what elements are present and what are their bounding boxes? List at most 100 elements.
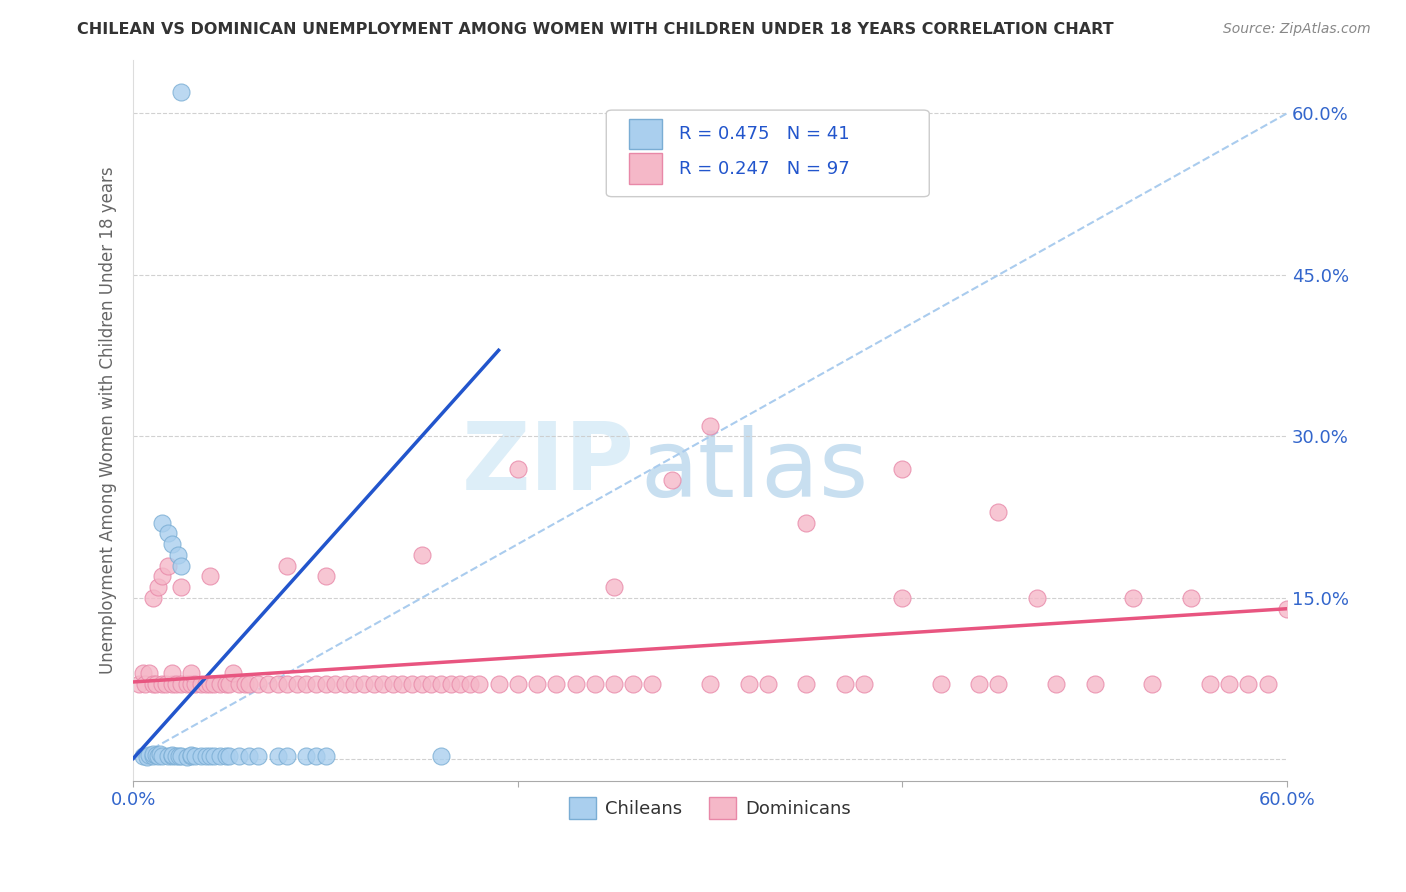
Point bbox=[546, 677, 568, 691]
Point bbox=[699, 418, 721, 433]
Point bbox=[218, 677, 240, 691]
Point bbox=[218, 749, 240, 764]
Point bbox=[295, 749, 318, 764]
Point bbox=[150, 516, 173, 530]
Point bbox=[132, 666, 155, 681]
Point bbox=[468, 677, 491, 691]
Point bbox=[333, 677, 356, 691]
Point bbox=[214, 677, 236, 691]
Point bbox=[449, 677, 471, 691]
Point bbox=[200, 569, 222, 583]
Point bbox=[458, 677, 481, 691]
Point bbox=[987, 505, 1010, 519]
Point bbox=[305, 749, 328, 764]
Point bbox=[138, 748, 160, 763]
Point bbox=[852, 677, 875, 691]
Point bbox=[381, 677, 404, 691]
Point bbox=[247, 749, 270, 764]
Point bbox=[401, 677, 423, 691]
Point bbox=[891, 591, 914, 605]
Point bbox=[987, 677, 1010, 691]
Point bbox=[149, 747, 172, 761]
Text: CHILEAN VS DOMINICAN UNEMPLOYMENT AMONG WOMEN WITH CHILDREN UNDER 18 YEARS CORRE: CHILEAN VS DOMINICAN UNEMPLOYMENT AMONG … bbox=[77, 22, 1114, 37]
Point bbox=[150, 749, 173, 764]
Point bbox=[148, 580, 170, 594]
Point bbox=[150, 677, 173, 691]
Point bbox=[315, 677, 337, 691]
Point bbox=[430, 677, 453, 691]
Point bbox=[166, 548, 188, 562]
Point bbox=[233, 677, 256, 691]
Point bbox=[641, 677, 664, 691]
Point bbox=[150, 569, 173, 583]
Point bbox=[145, 748, 167, 763]
Text: R = 0.475   N = 41: R = 0.475 N = 41 bbox=[679, 125, 849, 143]
Point bbox=[228, 749, 250, 764]
Point bbox=[222, 666, 245, 681]
Point bbox=[699, 677, 721, 691]
Point bbox=[564, 677, 586, 691]
Point bbox=[170, 749, 193, 764]
Point bbox=[170, 558, 193, 573]
Point bbox=[142, 747, 165, 761]
Point bbox=[142, 749, 165, 764]
Point bbox=[132, 749, 155, 764]
Point bbox=[145, 677, 167, 691]
Point bbox=[295, 677, 318, 691]
Point bbox=[142, 677, 165, 691]
Point bbox=[1084, 677, 1107, 691]
Point bbox=[180, 748, 202, 763]
Point bbox=[929, 677, 952, 691]
Point bbox=[202, 749, 225, 764]
Point bbox=[891, 462, 914, 476]
Point bbox=[343, 677, 366, 691]
Point bbox=[1237, 677, 1260, 691]
Point bbox=[1180, 591, 1202, 605]
Point bbox=[176, 750, 198, 764]
Point bbox=[1257, 677, 1279, 691]
Point bbox=[411, 548, 433, 562]
Point bbox=[266, 749, 288, 764]
Text: ZIP: ZIP bbox=[463, 417, 636, 509]
Point bbox=[156, 749, 179, 764]
Point bbox=[214, 749, 236, 764]
Point bbox=[1199, 677, 1222, 691]
Point bbox=[128, 677, 150, 691]
Point bbox=[1045, 677, 1067, 691]
Point bbox=[430, 749, 453, 764]
Point bbox=[169, 749, 191, 764]
Legend: Chileans, Dominicans: Chileans, Dominicans bbox=[562, 789, 859, 826]
Point bbox=[155, 677, 177, 691]
FancyBboxPatch shape bbox=[630, 119, 662, 149]
Point bbox=[737, 677, 759, 691]
Point bbox=[184, 677, 207, 691]
Point bbox=[247, 677, 270, 691]
Point bbox=[142, 591, 165, 605]
Point bbox=[156, 526, 179, 541]
Point bbox=[315, 569, 337, 583]
Point bbox=[756, 677, 779, 691]
Point bbox=[190, 677, 212, 691]
Point bbox=[834, 677, 856, 691]
Point bbox=[208, 749, 231, 764]
Point bbox=[156, 558, 179, 573]
FancyBboxPatch shape bbox=[606, 110, 929, 196]
Point bbox=[621, 677, 644, 691]
Text: R = 0.247   N = 97: R = 0.247 N = 97 bbox=[679, 160, 849, 178]
Point bbox=[661, 473, 683, 487]
Point bbox=[353, 677, 375, 691]
Point bbox=[967, 677, 990, 691]
Point bbox=[1275, 601, 1298, 615]
Text: atlas: atlas bbox=[641, 425, 869, 516]
Point bbox=[411, 677, 433, 691]
Point bbox=[160, 749, 183, 764]
Point bbox=[276, 749, 298, 764]
Point bbox=[276, 558, 298, 573]
Point bbox=[526, 677, 548, 691]
Point bbox=[180, 677, 202, 691]
Point bbox=[200, 677, 222, 691]
Point bbox=[195, 677, 218, 691]
Point bbox=[208, 677, 231, 691]
Point bbox=[228, 677, 250, 691]
Point bbox=[160, 537, 183, 551]
